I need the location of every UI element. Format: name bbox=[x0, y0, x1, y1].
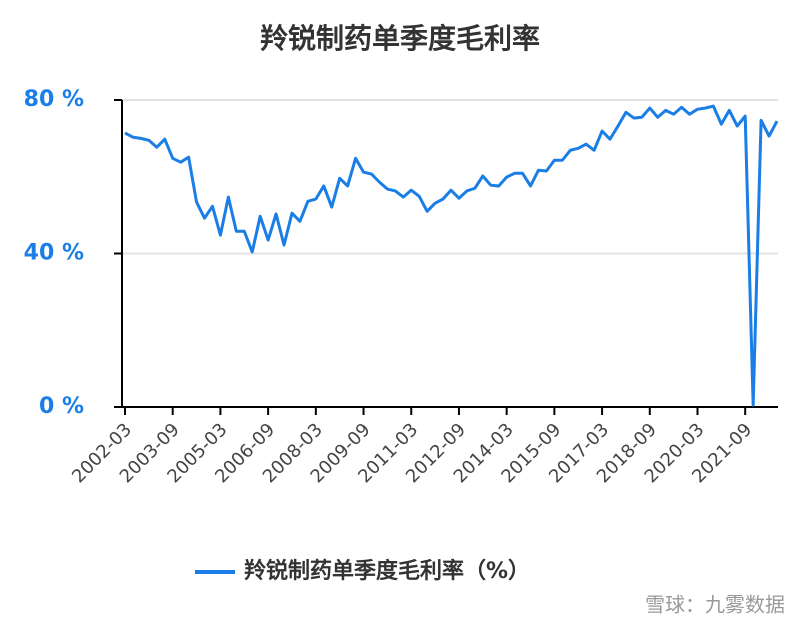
legend-label: 羚锐制药单季度毛利率（%） bbox=[244, 558, 530, 584]
y-tick-label: 0 % bbox=[39, 394, 84, 419]
line-series bbox=[124, 104, 779, 407]
y-tick-label: 40 % bbox=[24, 241, 84, 266]
watermark: 雪球：九雾数据 bbox=[645, 593, 785, 617]
chart-title: 羚锐制药单季度毛利率 bbox=[260, 22, 540, 55]
y-tick-label: 80 % bbox=[24, 87, 84, 112]
